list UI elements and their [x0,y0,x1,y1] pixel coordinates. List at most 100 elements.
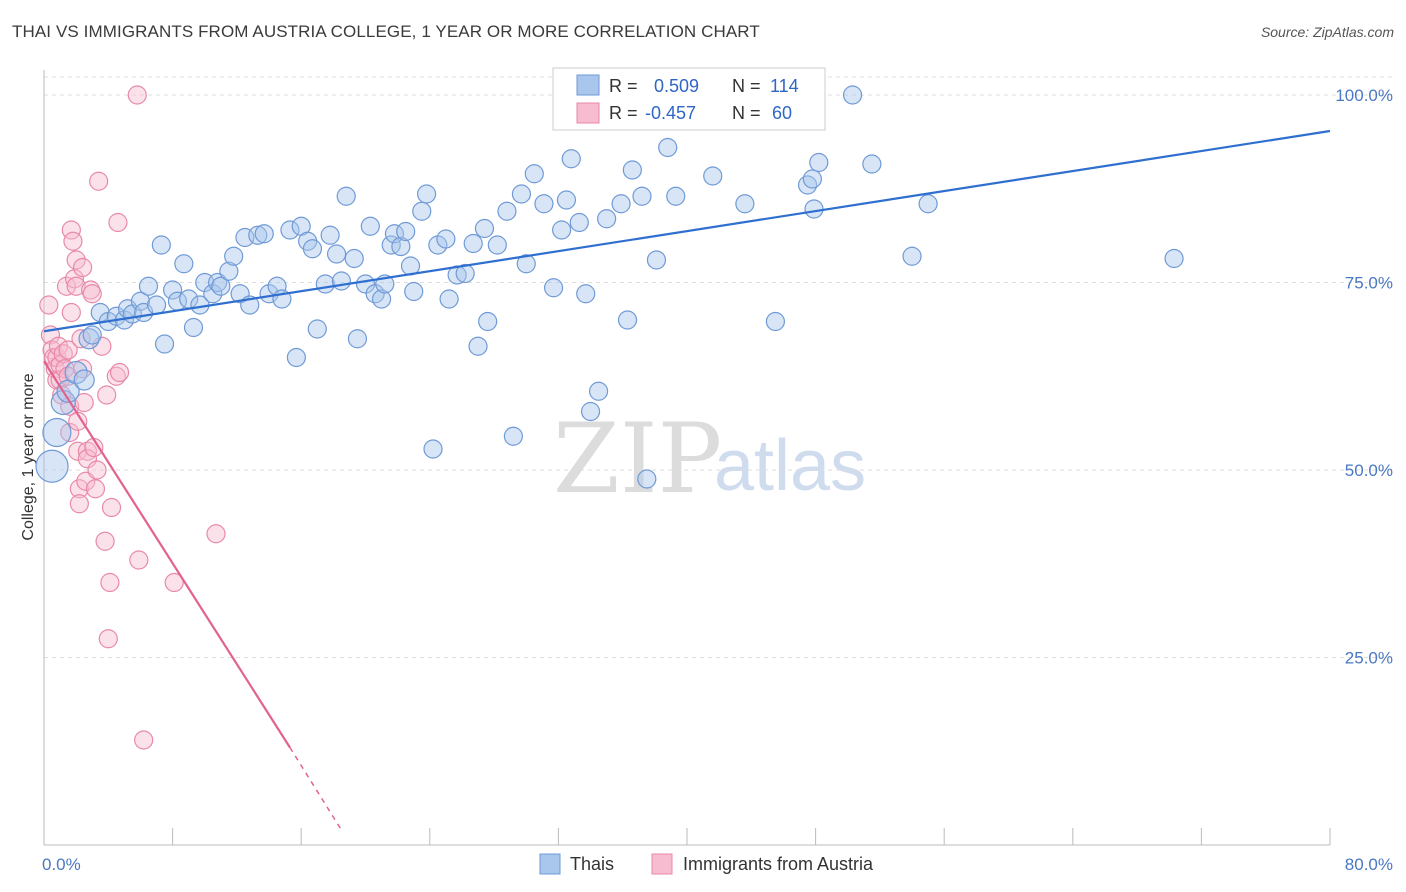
y-axis-title: College, 1 year or more [20,373,37,540]
data-point-thais [478,311,498,332]
data-point-austria [63,231,83,251]
data-point-thais [597,209,617,229]
data-point-austria [58,340,78,360]
data-point-thais [455,263,475,284]
data-point-thais [371,289,392,309]
data-point-thais [1164,248,1184,269]
legend-r-value-thais: 0.509 [654,76,699,96]
grid-lines [44,76,1392,658]
data-point-austria [97,385,117,405]
data-point-thais [146,295,167,315]
data-point-thais [516,254,536,274]
data-point-austria [61,302,81,323]
data-point-thais [391,236,411,257]
trend-line-thais [43,129,1331,333]
bottom-legend-swatch-thais [539,853,561,875]
watermark-zip: ZIP [553,403,722,515]
data-point-austria [72,257,93,278]
data-point-thais [82,325,102,345]
bottom-legend-label-thais: Thais [570,854,614,874]
data-point-austria [68,441,88,461]
legend-n-value-thais: 114 [770,76,799,96]
data-point-austria [66,250,86,270]
data-point-thais [735,194,755,214]
data-point-thais [666,186,686,206]
data-point-austria [64,269,85,289]
bottom-legend: Thais Immigrants from Austria [539,853,874,875]
legend-n-label-thais: N = [732,76,761,96]
data-point-thais [474,218,495,239]
data-point-thais [151,235,171,255]
data-point-thais [42,417,72,448]
data-point-thais [336,186,356,206]
legend-swatch-austria [576,102,600,124]
series-thais [35,85,1184,489]
data-point-thais [511,184,532,204]
data-point-austria [71,329,91,349]
data-point-thais [412,201,432,221]
data-point-thais [224,246,244,266]
data-point-austria [100,572,120,593]
chart-title: THAI VS IMMIGRANTS FROM AUSTRIA COLLEGE,… [12,22,760,41]
data-point-thais [138,276,159,296]
data-point-austria [85,479,106,499]
data-point-austria [106,366,126,386]
data-point-thais [130,291,151,311]
data-point-thais [416,184,437,204]
data-point-thais [381,235,401,255]
y-tick-label: 75.0% [1345,274,1393,293]
data-point-thais [365,284,385,304]
watermark-atlas: atlas [714,426,866,506]
trend-line-austria-extension [289,747,343,831]
data-point-thais [64,360,88,385]
data-point-thais [254,224,274,244]
data-point-thais [611,194,631,214]
data-point-austria [39,295,59,315]
data-point-thais [326,244,347,264]
data-point-thais [73,369,95,391]
data-point-thais [617,310,638,330]
data-point-thais [280,220,300,240]
data-point-thais [503,426,523,446]
data-point-thais [423,439,443,459]
data-point-thais [219,261,239,281]
data-point-thais [804,199,824,219]
data-point-thais [320,225,340,245]
bottom-legend-swatch-austria [651,853,673,875]
data-point-thais [439,289,459,309]
data-point-thais [307,319,327,339]
data-point-thais [154,334,175,354]
data-point-thais [347,329,368,349]
data-point-thais [632,186,652,206]
data-point-austria [206,524,226,544]
data-point-austria [87,460,107,480]
data-point-austria [127,85,147,105]
data-point-thais [658,137,678,158]
trend-line-austria [43,360,291,749]
data-point-thais [404,281,424,302]
data-point-thais [902,246,922,266]
x-tick-label-max: 80.0% [1345,855,1393,874]
y-tick-label: 100.0% [1335,86,1393,105]
legend-n-label-austria: N = [732,103,761,123]
data-point-austria [95,531,115,551]
source-label: Source: ZipAtlas.com [1260,24,1394,40]
y-axis-tick-labels: 25.0% 50.0% 75.0% 100.0% [1335,86,1393,668]
y-tick-label: 25.0% [1345,649,1393,668]
y-tick-label: 50.0% [1345,461,1393,480]
data-point-thais [183,317,204,338]
data-point-thais [637,469,657,489]
data-point-austria [164,572,184,593]
data-point-thais [487,235,507,255]
data-point-thais [468,336,488,356]
data-point-austria [134,730,154,750]
data-point-thais [576,284,596,304]
data-point-thais [344,248,364,269]
data-point-austria [69,479,89,499]
series-immigrants-from-austria [39,85,226,750]
data-point-thais [561,149,581,169]
data-point-thais [918,194,938,214]
data-point-austria [89,171,109,191]
legend-r-label-austria: R = [609,103,638,123]
